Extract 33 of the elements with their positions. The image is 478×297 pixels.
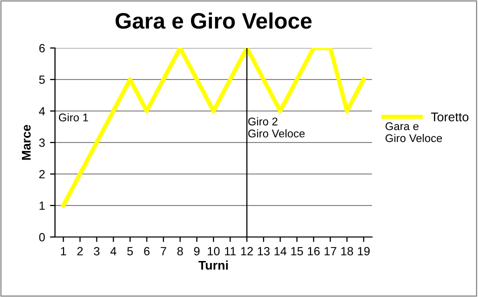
x-tick-label: 4 bbox=[110, 247, 116, 256]
y-tick-label: 6 bbox=[39, 44, 45, 52]
x-tick-label: 3 bbox=[94, 247, 100, 256]
legend-label: Toretto bbox=[431, 112, 468, 122]
y-tick-label: 2 bbox=[39, 170, 45, 178]
x-tick-label: 11 bbox=[224, 247, 236, 256]
y-tick-label: 1 bbox=[40, 202, 45, 210]
x-tick-label: 19 bbox=[358, 247, 370, 256]
ref-line-label: Giro 2 Giro Veloce bbox=[248, 117, 305, 138]
x-tick-label: 2 bbox=[77, 247, 83, 256]
x-tick-label: 8 bbox=[177, 247, 183, 256]
x-tick-label: 7 bbox=[160, 247, 166, 256]
x-tick-label: 14 bbox=[274, 247, 286, 256]
x-tick-label: 9 bbox=[194, 247, 200, 256]
y-tick-label: 4 bbox=[38, 107, 45, 116]
x-axis-title: Turni bbox=[198, 260, 228, 270]
x-tick-label: 17 bbox=[324, 247, 336, 256]
x-tick-label: 12 bbox=[241, 247, 253, 256]
chart-title: Gara e Giro Veloce bbox=[116, 12, 312, 29]
y-axis-title: Marce bbox=[22, 124, 31, 160]
x-tick-label: 15 bbox=[291, 247, 303, 256]
y-tick-label: 5 bbox=[39, 76, 45, 84]
annotation: Giro 1 bbox=[58, 113, 88, 122]
x-tick-label: 5 bbox=[127, 247, 133, 256]
x-tick-label: 10 bbox=[208, 247, 220, 256]
x-tick-label: 16 bbox=[308, 247, 320, 256]
y-tick-label: 3 bbox=[39, 138, 45, 147]
x-tick-label: 18 bbox=[341, 247, 354, 256]
text: Gara e Giro Veloce bbox=[386, 122, 442, 142]
x-tick-label: 1 bbox=[60, 247, 66, 256]
y-tick-label: 0 bbox=[39, 233, 45, 242]
x-tick-label: 13 bbox=[258, 247, 270, 256]
x-tick-label: 6 bbox=[144, 247, 150, 256]
